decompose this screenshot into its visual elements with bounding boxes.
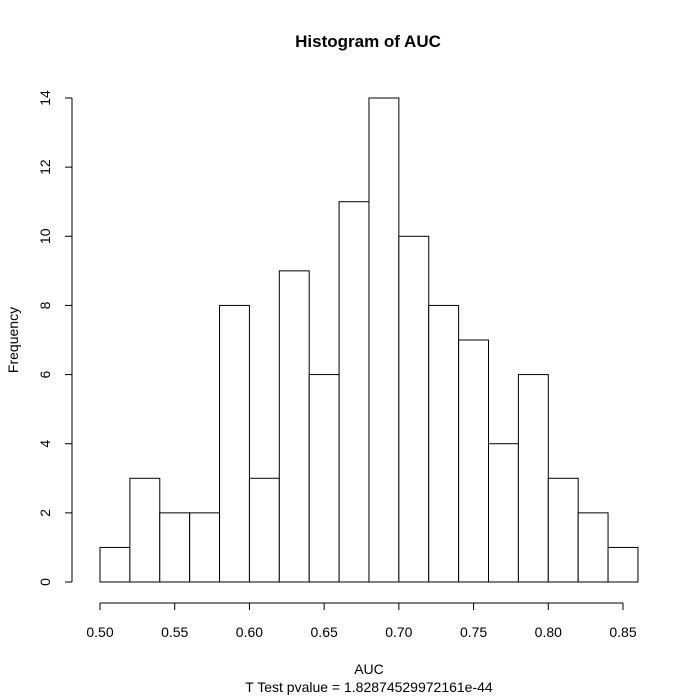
- x-tick-label: 0.60: [236, 624, 263, 640]
- x-tick-label: 0.65: [311, 624, 338, 640]
- x-tick-label: 0.80: [535, 624, 562, 640]
- histogram-bar-11: [428, 304, 460, 583]
- histogram-bar-13: [488, 443, 519, 583]
- y-tick-label: 2: [37, 509, 53, 517]
- histogram-bar-14: [517, 374, 549, 583]
- y-tick-label: 0: [37, 578, 53, 586]
- y-tick-label: 14: [37, 90, 53, 106]
- x-tick-label: 0.75: [460, 624, 487, 640]
- histogram-bar-3: [189, 512, 221, 583]
- y-tick-label: 4: [37, 440, 53, 448]
- x-tick-label: 0.55: [161, 624, 188, 640]
- chart-subtitle: T Test pvalue = 1.82874529972161e-44: [245, 679, 493, 695]
- x-tick-label: 0.70: [385, 624, 412, 640]
- histogram-bar-7: [308, 374, 340, 583]
- histogram-bar-1: [129, 477, 161, 583]
- y-tick-label: 10: [37, 228, 53, 244]
- chart-title: Histogram of AUC: [295, 32, 441, 51]
- histogram-bar-10: [398, 235, 430, 583]
- y-axis: 0 2 4 6 8 10 12 14: [37, 90, 73, 586]
- y-tick-label: 6: [37, 370, 53, 378]
- bars-group: [99, 97, 639, 583]
- histogram-bar-0: [99, 546, 131, 583]
- x-axis-label: AUC: [354, 661, 384, 677]
- x-axis: 0.50 0.55 0.60 0.65 0.70 0.75 0.80 0.85: [86, 602, 637, 640]
- x-tick-label: 0.50: [86, 624, 113, 640]
- histogram-bar-12: [458, 339, 490, 583]
- y-axis-label: Frequency: [5, 307, 21, 373]
- y-tick-label: 8: [37, 301, 53, 309]
- histogram-bar-2: [159, 512, 191, 583]
- histogram-bar-4: [219, 304, 250, 583]
- histogram-bar-6: [278, 270, 310, 583]
- histogram-bar-9: [368, 97, 400, 583]
- histogram-bar-15: [547, 477, 579, 583]
- histogram-bar-5: [248, 477, 280, 583]
- y-tick-label: 12: [37, 159, 53, 175]
- x-tick-label: 0.85: [609, 624, 636, 640]
- histogram-bar-8: [338, 201, 370, 583]
- histogram-bar-16: [577, 512, 609, 583]
- histogram-bar-17: [607, 546, 639, 583]
